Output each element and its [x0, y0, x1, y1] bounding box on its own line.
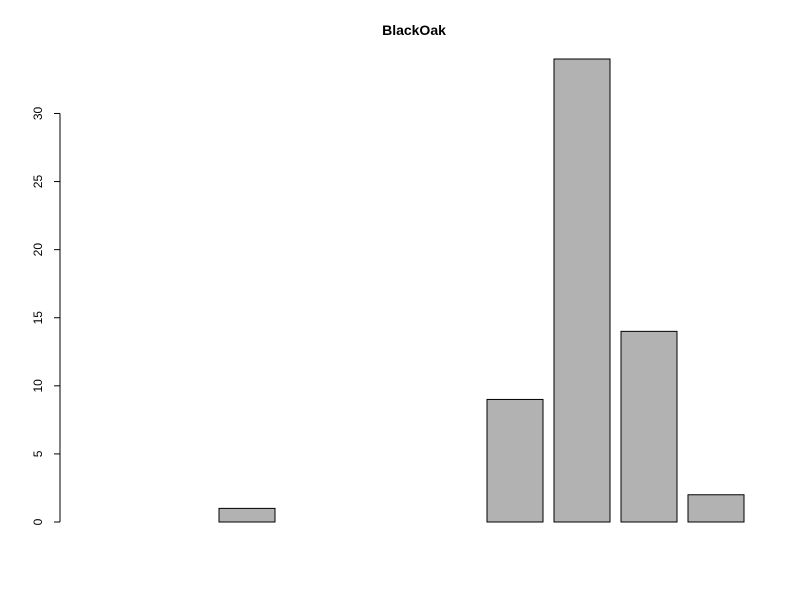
chart-title: BlackOak [382, 22, 446, 38]
bar [553, 58, 611, 523]
y-tick-label: 10 [31, 379, 45, 393]
y-tick-label: 5 [31, 450, 45, 457]
y-axis: 0 5 10 15 20 25 30 [31, 106, 61, 525]
bar [486, 398, 544, 523]
bars [218, 58, 745, 523]
bar [620, 330, 678, 523]
y-tick-label: 20 [31, 243, 45, 257]
y-tick-label: 15 [31, 311, 45, 325]
y-tick-label: 30 [31, 106, 45, 120]
bar [687, 494, 745, 523]
y-tick-label: 25 [31, 175, 45, 189]
bar [218, 507, 276, 523]
y-tick-label: 0 [31, 518, 45, 525]
